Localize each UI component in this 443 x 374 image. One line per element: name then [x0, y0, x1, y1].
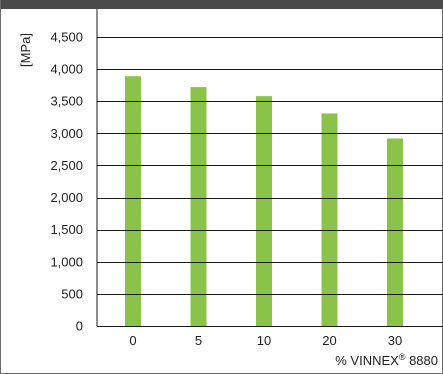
bar-10	[256, 96, 272, 326]
x-tick-label: 10	[257, 333, 271, 348]
y-tick-label: 3,000	[50, 126, 83, 141]
y-tick-label: 0	[76, 319, 83, 334]
bar-30	[387, 138, 403, 326]
x-tick-labels: 0 5 10 20 30	[129, 333, 402, 348]
bar-5	[190, 87, 207, 327]
bar-0	[125, 76, 141, 326]
x-tick-label: 0	[129, 333, 136, 348]
y-tick-label: 500	[61, 286, 83, 301]
y-tick-label: 2,000	[50, 190, 83, 205]
y-axis-title: [MPa]	[18, 33, 33, 67]
bar-20	[321, 113, 338, 327]
x-axis-title: % VINNEX® 8880	[335, 352, 438, 368]
x-tick-label: 5	[195, 333, 202, 348]
y-tick-label: 4,000	[50, 62, 83, 77]
y-tick-label: 3,500	[50, 94, 83, 109]
x-tick-label: 30	[388, 333, 402, 348]
y-tick-label: 2,500	[50, 158, 83, 173]
header-bar	[1, 0, 443, 9]
bars	[125, 76, 403, 327]
y-tick-label: 1,500	[50, 222, 83, 237]
grid-lines-overlay	[97, 37, 443, 327]
y-tick-label: 4,500	[50, 30, 83, 45]
x-tick-label: 20	[322, 333, 336, 348]
y-tick-labels: 0 500 1,000 1,500 2,000 2,500 3,000 3,500 4,000 4…	[50, 30, 83, 334]
y-tick-label: 1,000	[50, 254, 83, 269]
